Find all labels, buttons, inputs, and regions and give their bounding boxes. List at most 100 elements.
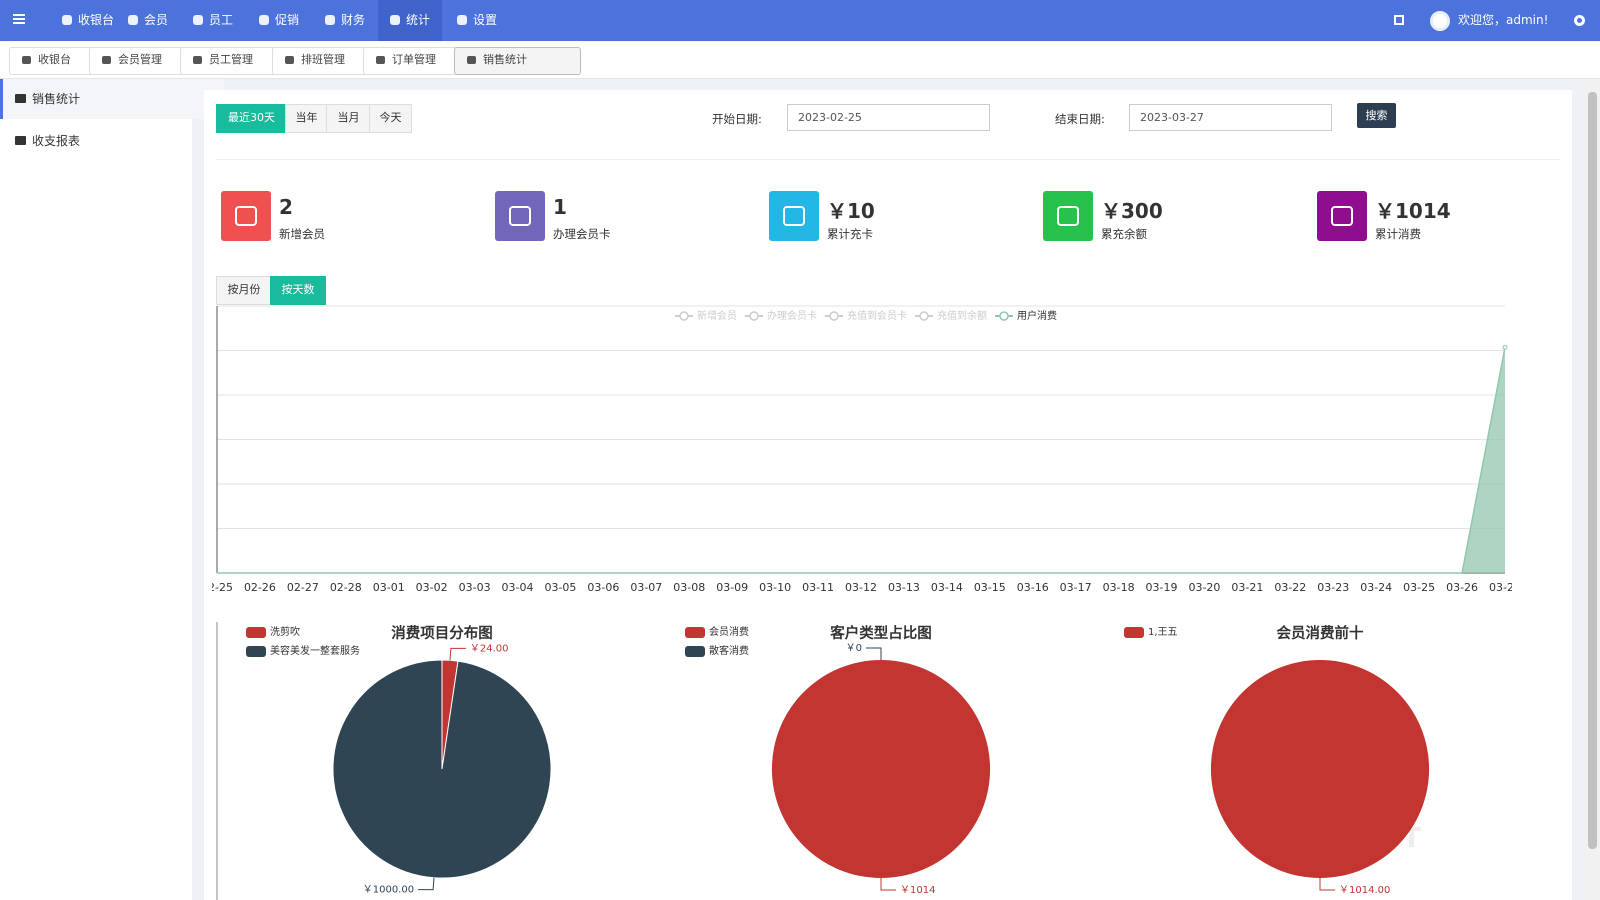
sidebar: 销售统计 收支报表	[0, 79, 224, 900]
x-tick-label: 03-21	[1231, 581, 1263, 594]
data-label: ￥1000.00	[363, 885, 414, 896]
legend-label: 充值到余额	[937, 309, 987, 322]
tab[interactable]: 销售统计	[454, 47, 581, 75]
stat-icon	[769, 191, 819, 241]
data-label: ￥0	[846, 643, 862, 654]
legend-label: 新增会员	[697, 309, 737, 322]
x-tick-label: 03-02	[416, 581, 448, 594]
stat-value: ￥1014	[1375, 199, 1451, 223]
x-tick-label: 03-15	[974, 581, 1006, 594]
data-label: ￥24.00	[470, 643, 509, 654]
x-tick-label: 03-20	[1188, 581, 1220, 594]
x-tick-label: 03-23	[1317, 581, 1349, 594]
nav-item[interactable]: 促销	[247, 0, 311, 41]
fullscreen-icon[interactable]	[1394, 15, 1404, 25]
nav-item[interactable]: 员工	[181, 0, 245, 41]
nav-item[interactable]: 设置	[445, 0, 509, 41]
legend-marker	[829, 311, 839, 321]
stat-label: 累计消费	[1375, 227, 1421, 241]
x-tick-label: 03-12	[845, 581, 877, 594]
data-label: ￥1014	[900, 885, 935, 896]
tab-bar: 收银台 会员管理 员工管理 排班管理 订单管理 销售统计	[0, 41, 1600, 79]
label-leader	[418, 877, 435, 891]
stat-icon	[1043, 191, 1093, 241]
stat-icon	[495, 191, 545, 241]
range-button[interactable]: 当月	[326, 104, 371, 133]
settings-icon[interactable]	[1574, 15, 1585, 26]
legend-label: 办理会员卡	[767, 309, 817, 322]
legend-swatch	[246, 627, 266, 638]
x-tick-label: 03-17	[1060, 581, 1092, 594]
pie-title: 客户类型占比图	[829, 624, 932, 642]
x-tick-label: 03-27	[1489, 581, 1521, 594]
legend-label: 散客消费	[709, 644, 749, 657]
nav-item[interactable]: 收银台	[50, 0, 126, 41]
x-tick-label: 03-10	[759, 581, 791, 594]
label-leader	[1319, 878, 1335, 891]
stat-value: ￥300	[1101, 199, 1163, 223]
x-tick-label: 02-28	[330, 581, 362, 594]
view-toggle-button[interactable]: 按天数	[270, 276, 326, 305]
nav-item[interactable]: 统计	[378, 0, 443, 41]
range-button[interactable]: 最近30天	[216, 104, 287, 133]
legend-marker	[919, 311, 929, 321]
stat-value: 1	[553, 195, 567, 219]
legend-swatch	[1124, 627, 1144, 638]
pie-slice	[771, 659, 991, 879]
end-date-input[interactable]: 2023-03-27	[1129, 104, 1332, 131]
welcome-text[interactable]: 欢迎您，admin!	[1458, 13, 1549, 27]
legend-label: 会员消费	[709, 625, 749, 638]
legend-marker	[749, 311, 759, 321]
stat-label: 累充余额	[1101, 227, 1147, 241]
x-tick-label: 03-19	[1146, 581, 1178, 594]
x-tick-label: 03-07	[630, 581, 662, 594]
legend-label: 充值到会员卡	[847, 309, 907, 322]
view-toggle-button[interactable]: 按月份	[216, 276, 272, 305]
x-tick-label: 03-22	[1274, 581, 1306, 594]
start-date-input[interactable]: 2023-02-25	[787, 104, 990, 131]
scrollbar-thumb[interactable]	[1588, 92, 1597, 849]
avatar[interactable]	[1430, 11, 1450, 31]
search-button[interactable]: 搜索	[1357, 103, 1396, 128]
nav-item[interactable]: 财务	[313, 0, 377, 41]
stat-label: 新增会员	[279, 227, 325, 241]
menu-toggle[interactable]	[13, 14, 25, 16]
legend-label: 美容美发一整套服务	[270, 644, 360, 657]
end-date-label: 结束日期:	[1055, 112, 1105, 126]
sidebar-item[interactable]: 销售统计	[0, 79, 224, 119]
data-label: ￥1014.00	[1339, 885, 1390, 896]
x-tick-label: 02-27	[287, 581, 319, 594]
legend-label: 用户消费	[1017, 309, 1057, 322]
label-leader	[866, 647, 882, 660]
x-tick-label: 03-18	[1103, 581, 1135, 594]
x-tick-label: 02-26	[244, 581, 276, 594]
sidebar-item[interactable]: 收支报表	[0, 121, 224, 161]
legend-marker	[999, 311, 1009, 321]
pie-slice	[332, 659, 552, 879]
pie-title: 消费项目分布图	[391, 624, 493, 642]
legend-swatch	[685, 627, 705, 638]
pie-title: 会员消费前十	[1277, 624, 1364, 642]
x-tick-label: 03-16	[1017, 581, 1049, 594]
x-tick-label: 03-05	[544, 581, 576, 594]
x-tick-label: 03-09	[716, 581, 748, 594]
legend-swatch	[246, 646, 266, 657]
series-line	[217, 347, 1506, 574]
range-button[interactable]: 今天	[369, 104, 412, 133]
x-tick-label: 03-13	[888, 581, 920, 594]
top-nav: 收银台 会员 员工 促销 财务 统计 设置 欢迎您，admin!	[0, 0, 1600, 41]
legend-label: 1,王五	[1148, 627, 1178, 638]
legend-swatch	[685, 646, 705, 657]
x-tick-label: 03-26	[1446, 581, 1478, 594]
stat-label: 累计充卡	[827, 227, 873, 241]
label-leader	[449, 647, 466, 661]
divider	[216, 159, 1560, 160]
x-tick-label: 03-03	[459, 581, 491, 594]
stat-icon	[221, 191, 271, 241]
nav-item[interactable]: 会员	[116, 0, 180, 41]
stat-label: 办理会员卡	[553, 227, 611, 241]
stat-value: 2	[279, 195, 293, 219]
x-tick-label: 02-25	[201, 581, 233, 594]
